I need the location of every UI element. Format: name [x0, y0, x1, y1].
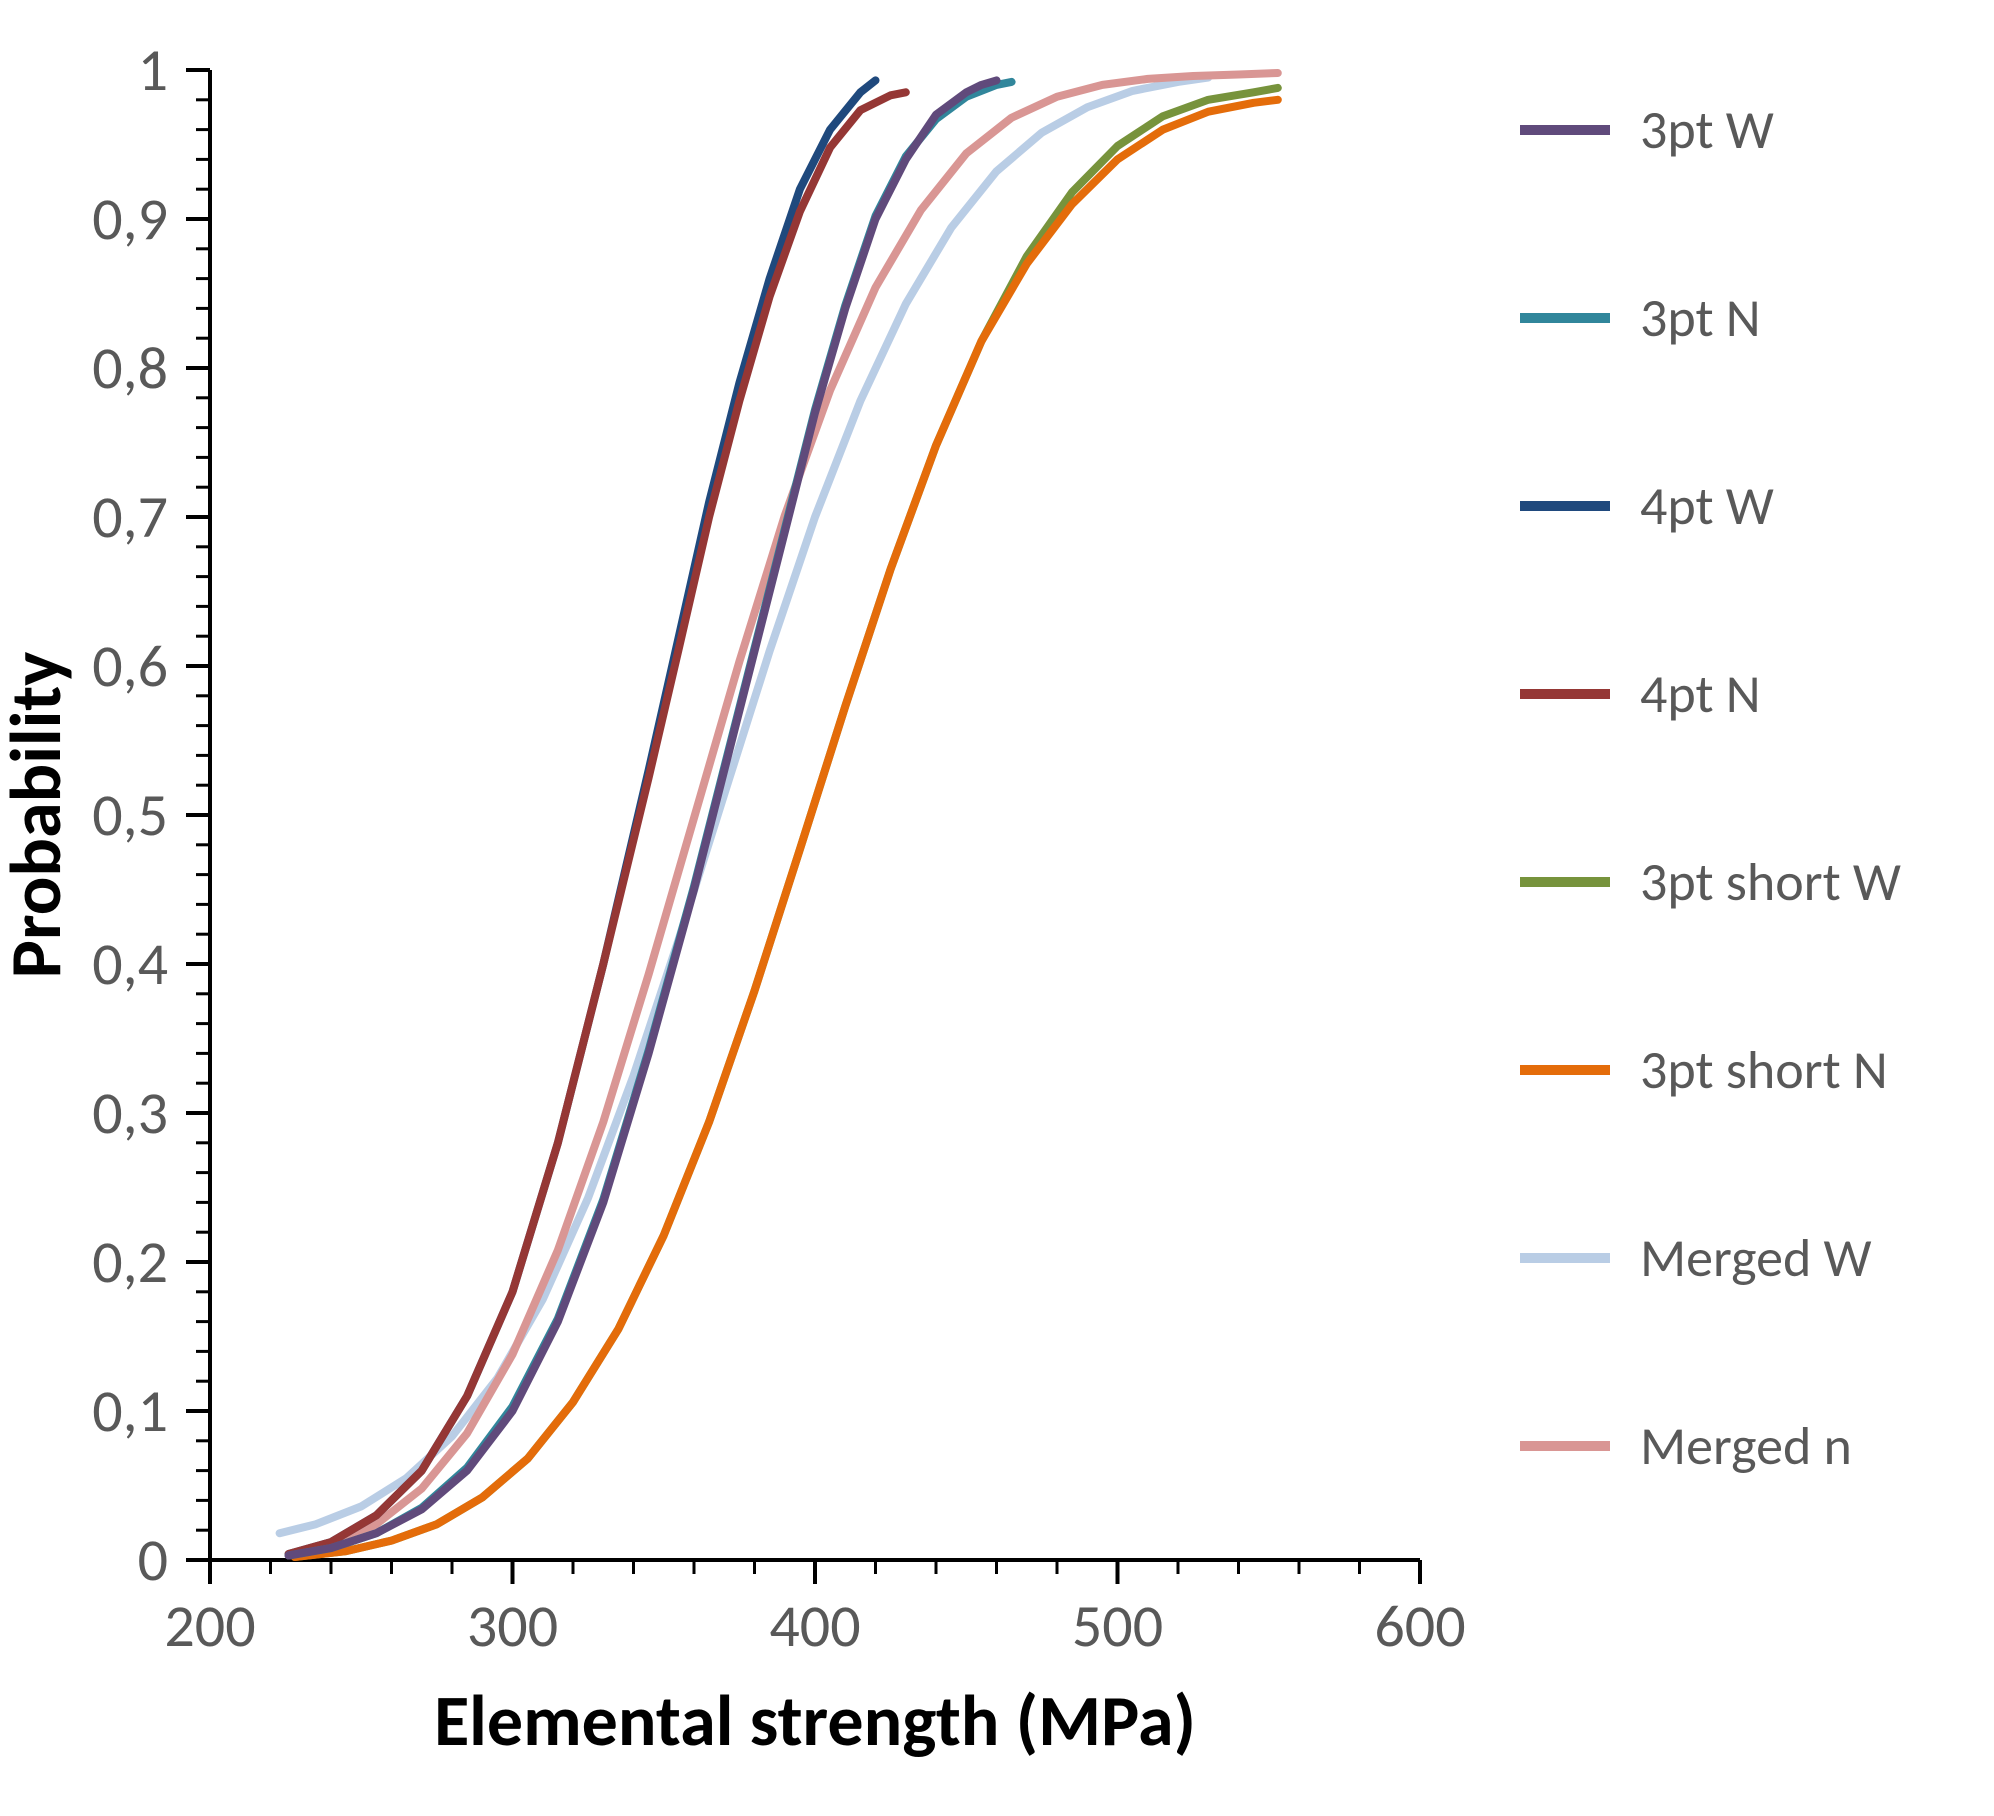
x-tick-label: 200 [164, 1590, 255, 1663]
y-tick-label: 0,3 [92, 1077, 168, 1150]
probability-chart: 0 0,1 0,2 0,3 0,4 0,5 0,6 0,7 0,8 0,9 1 200 300 400 50… [0, 0, 1994, 1816]
x-tick-label: 300 [467, 1590, 558, 1663]
y-tick-label: 0,8 [92, 332, 168, 405]
y-tick-label: 0,2 [92, 1226, 168, 1299]
y-tick-label: 0,4 [92, 928, 168, 1001]
legend-label: Merged W [1640, 1225, 1872, 1291]
legend-label: 4pt W [1640, 473, 1774, 539]
x-tick-label: 500 [1072, 1590, 1163, 1663]
y-tick-label: 0,5 [92, 779, 168, 852]
x-tick-label: 400 [769, 1590, 860, 1663]
legend-label: 3pt W [1640, 97, 1774, 163]
series-line [289, 92, 906, 1554]
series-line [280, 78, 1209, 1534]
series-line [289, 80, 876, 1554]
legend-label: Merged n [1640, 1413, 1852, 1479]
y-tick-label: 0,6 [92, 630, 168, 703]
chart-container: 0 0,1 0,2 0,3 0,4 0,5 0,6 0,7 0,8 0,9 1 200 300 400 50… [0, 0, 1994, 1816]
series-line [295, 88, 1278, 1557]
y-tick-label: 0 [138, 1524, 168, 1597]
legend-label: 4pt N [1640, 661, 1761, 727]
y-tick-label: 0,1 [92, 1375, 168, 1448]
y-axis-title: Probability [0, 652, 80, 979]
series-line [295, 100, 1278, 1557]
y-tick-label: 0,9 [92, 183, 168, 256]
series-line [289, 73, 1278, 1556]
x-axis-title: Elemental strength (MPa) [434, 1677, 1196, 1765]
legend-label: 3pt short W [1640, 849, 1901, 915]
legend-label: 3pt N [1640, 285, 1761, 351]
y-tick-label: 1 [138, 34, 168, 107]
y-tick-label: 0,7 [92, 481, 168, 554]
legend-label: 3pt short N [1640, 1037, 1888, 1103]
x-tick-label: 600 [1374, 1590, 1465, 1663]
